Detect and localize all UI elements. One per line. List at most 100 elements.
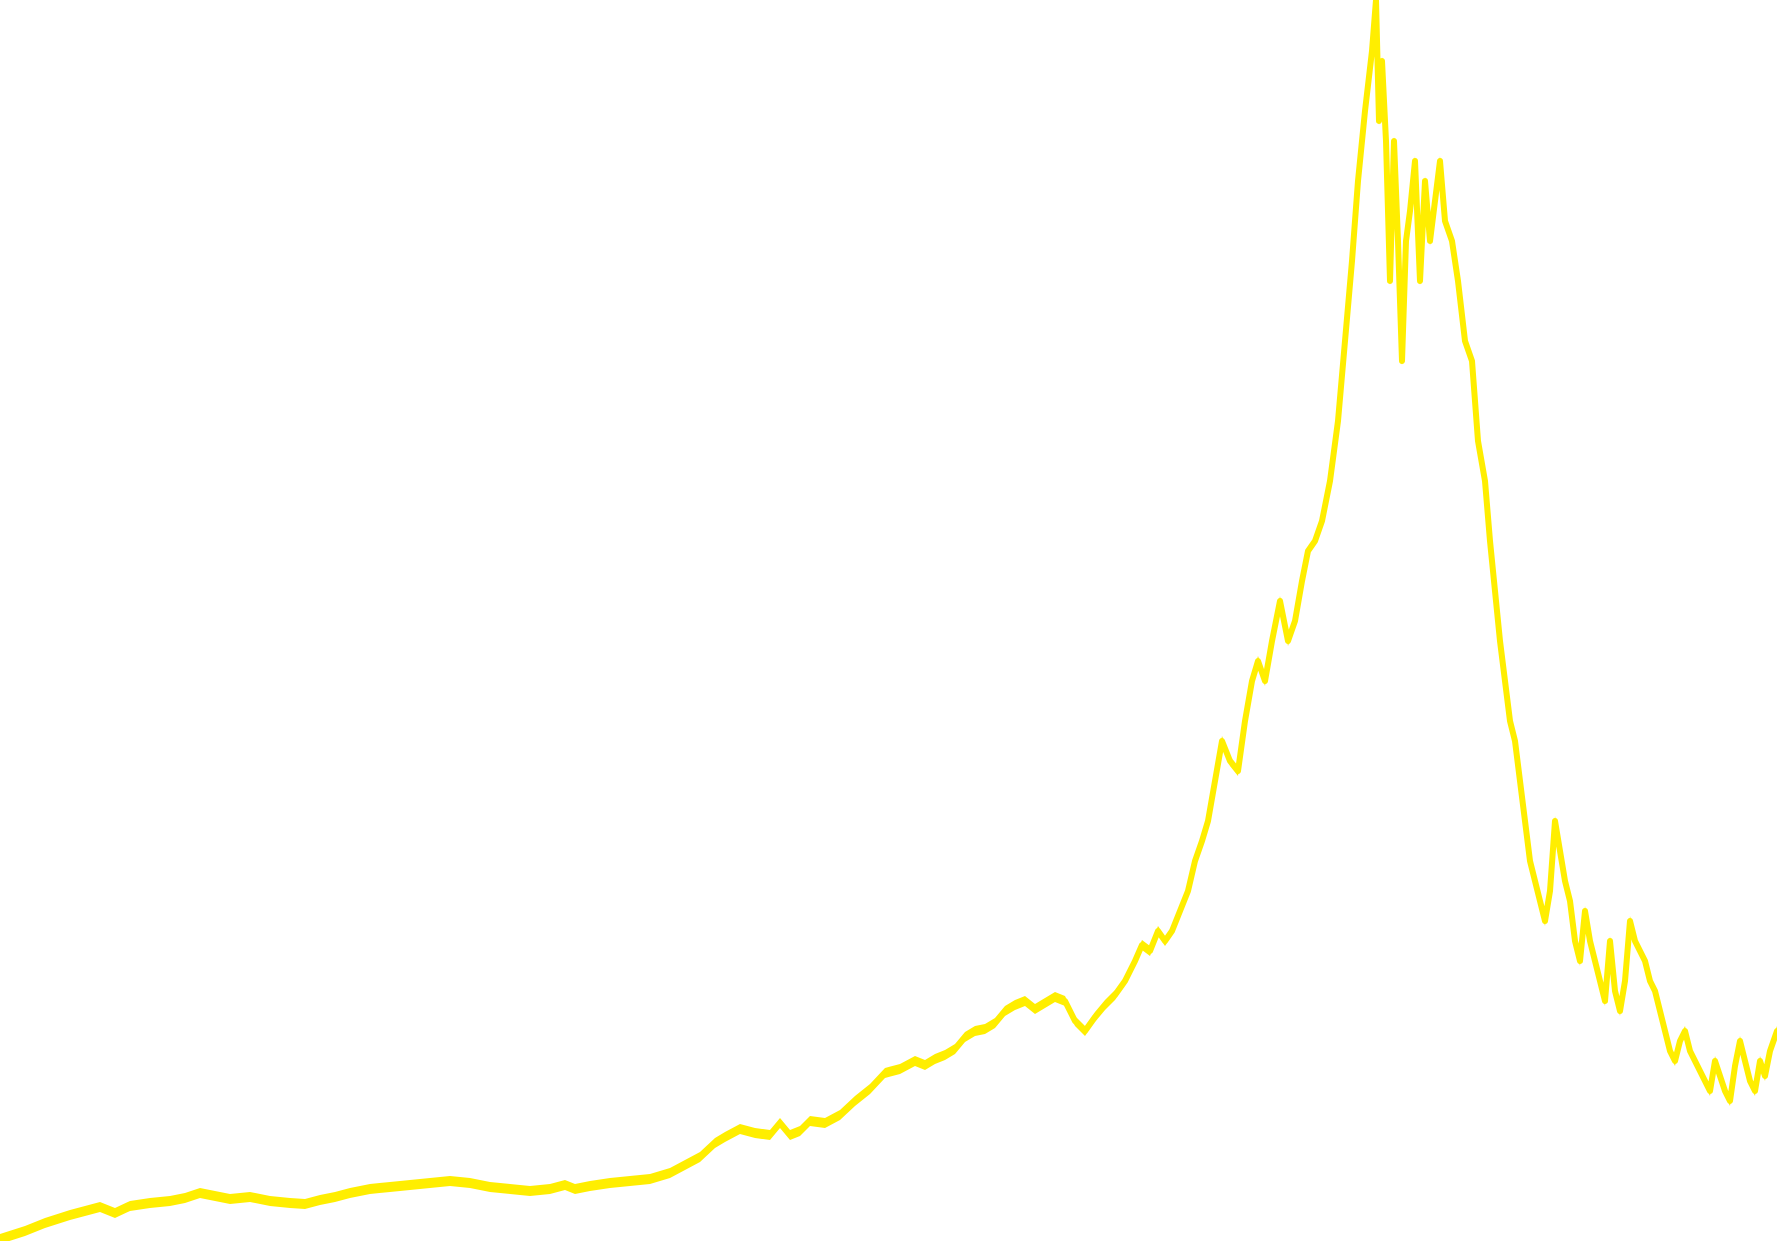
data-point — [1487, 538, 1493, 544]
data-point — [367, 1186, 373, 1192]
data-point — [1277, 598, 1283, 604]
data-point — [1637, 948, 1643, 954]
data-point — [1462, 338, 1468, 344]
data-point — [1682, 1028, 1688, 1034]
data-point — [287, 1200, 293, 1206]
data-point — [1383, 138, 1389, 144]
data-point — [547, 1186, 553, 1192]
data-point — [1582, 908, 1588, 914]
data-point — [127, 1203, 133, 1209]
data-point — [627, 1178, 633, 1184]
data-point — [467, 1180, 473, 1186]
data-point — [1727, 1098, 1733, 1104]
data-point — [1537, 898, 1543, 904]
data-point — [1712, 1058, 1718, 1064]
data-point — [1717, 1073, 1723, 1079]
data-point — [1155, 928, 1161, 934]
data-point — [1642, 958, 1648, 964]
data-point — [1469, 358, 1475, 364]
data-point — [1557, 848, 1563, 854]
data-point — [682, 1162, 688, 1168]
data-point — [722, 1134, 728, 1140]
data-point — [752, 1130, 758, 1136]
data-point — [487, 1184, 493, 1190]
data-point — [1327, 478, 1333, 484]
data-point — [1577, 958, 1583, 964]
data-point — [667, 1170, 673, 1176]
data-point — [1002, 1008, 1008, 1014]
data-point — [1249, 678, 1255, 684]
data-point — [1355, 178, 1361, 184]
data-point — [1112, 992, 1118, 998]
data-point — [447, 1178, 453, 1184]
data-point — [1062, 998, 1068, 1004]
data-point — [1497, 638, 1503, 644]
data-point — [1567, 898, 1573, 904]
data-point — [1192, 858, 1198, 864]
data-point — [1373, 0, 1379, 3]
data-point — [1349, 258, 1355, 264]
data-point — [1122, 978, 1128, 984]
data-point — [1437, 158, 1443, 164]
data-point — [1667, 1048, 1673, 1054]
data-point — [1662, 1028, 1668, 1034]
data-point — [1672, 1058, 1678, 1064]
data-point — [1335, 418, 1341, 424]
data-point — [1774, 1028, 1777, 1034]
data-point — [1391, 138, 1397, 144]
data-point — [1042, 1000, 1048, 1006]
data-point — [1482, 478, 1488, 484]
data-point — [1052, 994, 1058, 1000]
data-point — [1422, 178, 1428, 184]
data-point — [1587, 938, 1593, 944]
data-point — [1627, 918, 1633, 924]
data-point — [1132, 958, 1138, 964]
data-point — [697, 1154, 703, 1160]
data-point — [197, 1190, 203, 1196]
data-point — [1407, 208, 1413, 214]
data-point — [0, 1236, 3, 1241]
data-point — [1702, 1078, 1708, 1084]
data-point — [1602, 998, 1608, 1004]
data-point — [1617, 1008, 1623, 1014]
data-point — [1767, 1048, 1773, 1054]
data-point — [1562, 878, 1568, 884]
data-point — [1199, 838, 1205, 844]
data-point — [1502, 678, 1508, 684]
data-point — [212, 1193, 218, 1199]
data-point — [527, 1188, 533, 1194]
data-point — [1632, 938, 1638, 944]
data-point — [1732, 1063, 1738, 1069]
data-point — [387, 1184, 393, 1190]
data-point — [1376, 118, 1382, 124]
data-point — [1285, 638, 1291, 644]
data-point — [42, 1220, 48, 1226]
data-point — [1305, 548, 1311, 554]
data-point — [777, 1120, 783, 1126]
data-point — [1342, 338, 1348, 344]
data-point — [932, 1056, 938, 1062]
data-point — [562, 1182, 568, 1188]
data-point — [787, 1132, 793, 1138]
data-point — [67, 1212, 73, 1218]
data-point — [1762, 1073, 1768, 1079]
data-point — [1219, 738, 1225, 744]
data-point — [767, 1132, 773, 1138]
data-point — [962, 1034, 968, 1040]
data-point — [1652, 988, 1658, 994]
data-point — [1032, 1006, 1038, 1012]
data-point — [1597, 978, 1603, 984]
data-point — [1412, 158, 1418, 164]
data-point — [922, 1062, 928, 1068]
data-point — [737, 1126, 743, 1132]
data-point — [1747, 1078, 1753, 1084]
data-point — [97, 1204, 103, 1210]
data-point — [1403, 238, 1409, 244]
data-point — [1387, 278, 1393, 284]
data-point — [972, 1028, 978, 1034]
data-point — [22, 1228, 28, 1234]
data-point — [1507, 718, 1513, 724]
